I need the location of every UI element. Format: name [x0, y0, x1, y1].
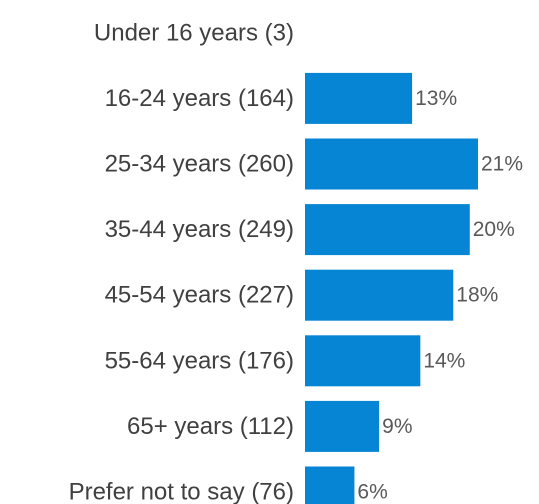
category-label-prefer-not-to-say-76: Prefer not to say (76): [69, 479, 294, 504]
category-labels: Under 16 years (3) 16-24 years (164) 25-34…: [69, 19, 294, 504]
category-label-16-24-years-164: 16-24 years (164): [105, 85, 294, 112]
category-label-55-64-years-176: 55-64 years (176): [105, 347, 294, 374]
value-label-25-34-years-260: 21%: [481, 153, 523, 176]
bar-16-24-years-164: [305, 72, 413, 124]
value-label-55-64-years-176: 14%: [423, 349, 465, 372]
bars: [305, 72, 478, 504]
value-label-16-24-years-164: 13%: [415, 87, 457, 110]
bar-25-34-years-260: [305, 138, 478, 190]
category-label-45-54-years-227: 45-54 years (227): [105, 282, 294, 309]
value-labels: 13% 21% 20% 18% 14% 9% 6%: [357, 87, 523, 504]
category-label-under-16-years-3: Under 16 years (3): [94, 19, 294, 46]
bar-65-years-112: [305, 400, 380, 452]
bar-35-44-years-249: [305, 204, 470, 256]
category-label-35-44-years-249: 35-44 years (249): [105, 216, 294, 243]
bar-55-64-years-176: [305, 335, 421, 387]
value-label-35-44-years-249: 20%: [473, 218, 515, 241]
value-label-prefer-not-to-say-76: 6%: [357, 481, 387, 504]
value-label-45-54-years-227: 18%: [456, 284, 498, 307]
value-label-65-years-112: 9%: [382, 415, 412, 438]
bar-45-54-years-227: [305, 269, 454, 321]
category-label-25-34-years-260: 25-34 years (260): [105, 151, 294, 178]
bar-prefer-not-to-say-76: [305, 466, 355, 504]
category-label-65-years-112: 65+ years (112): [127, 413, 294, 440]
